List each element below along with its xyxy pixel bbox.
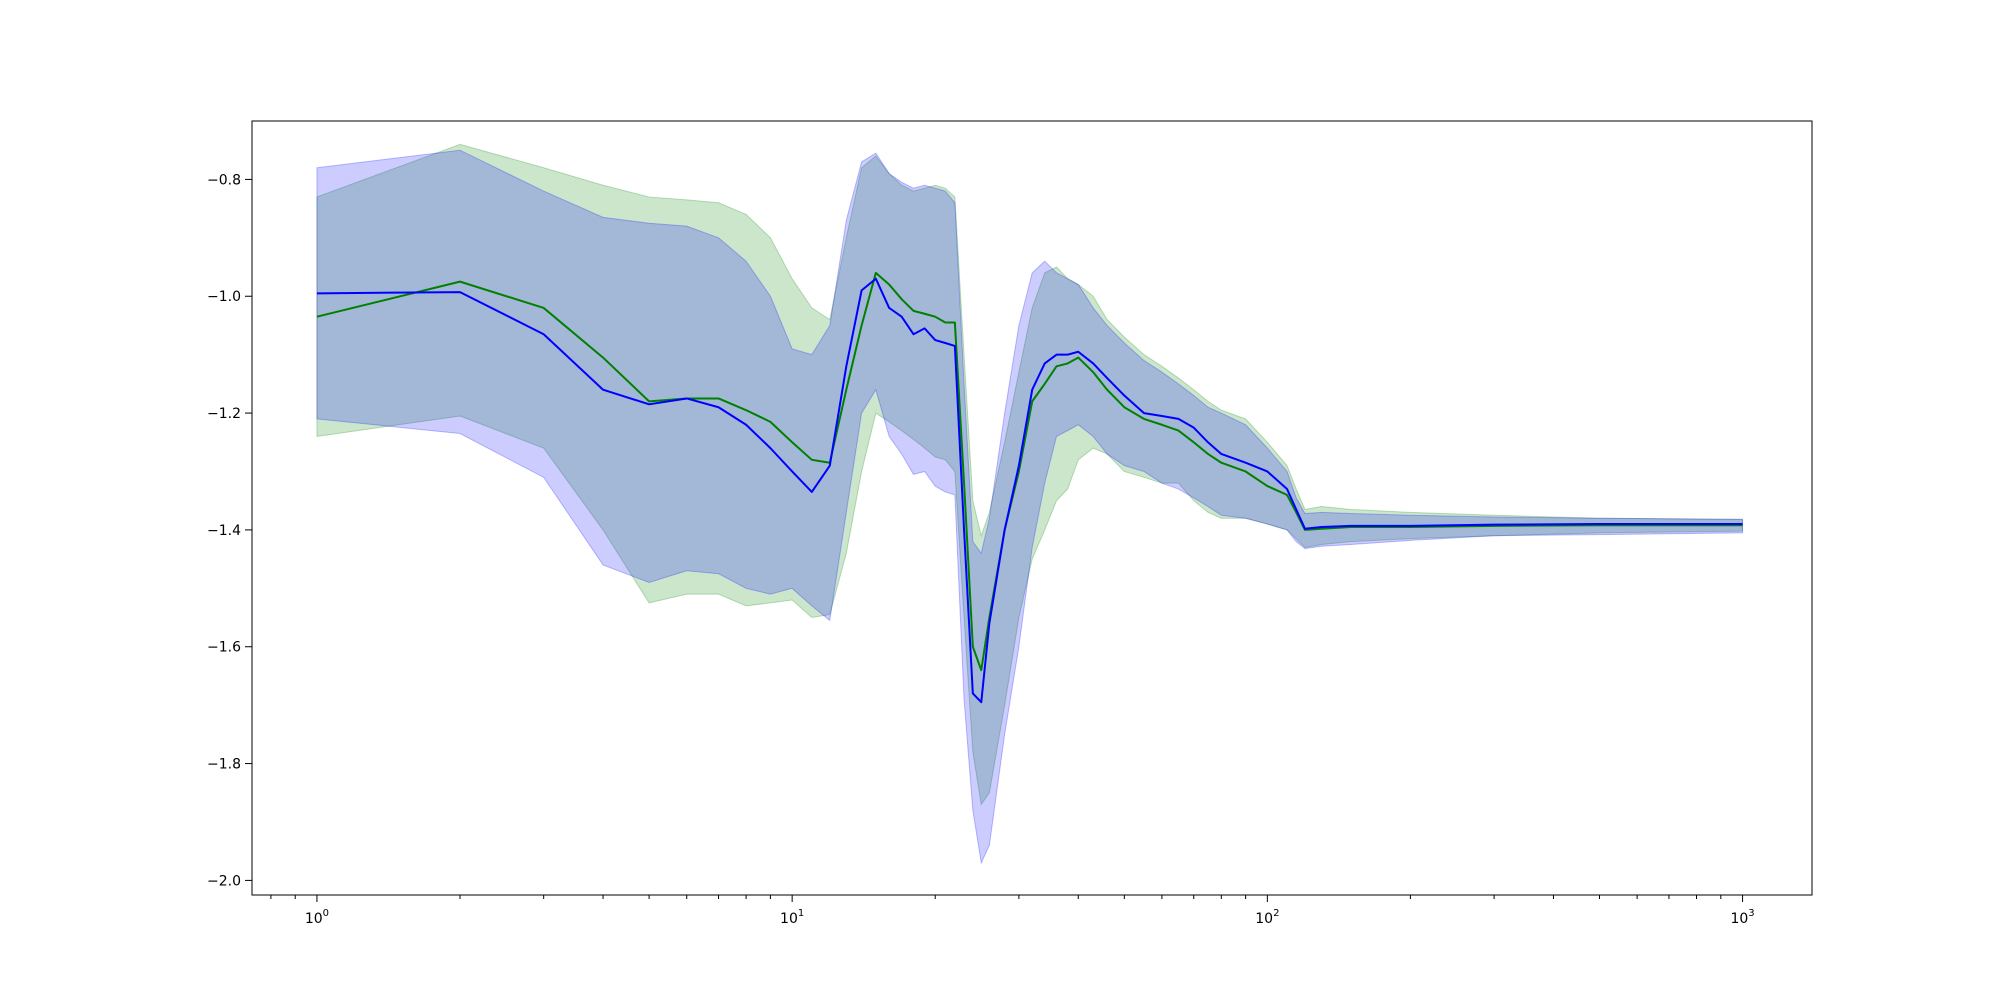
y-tick-label: −1.4 <box>207 523 241 539</box>
y-tick-label: −1.8 <box>207 757 241 773</box>
y-tick-label: −1.6 <box>207 640 241 656</box>
x-tick-label: 101 <box>780 908 804 927</box>
plot-frame <box>251 120 1813 896</box>
series-lines <box>316 271 1743 704</box>
series-2-line <box>316 277 1743 704</box>
x-axis-ticks: 100 101 102 103 <box>270 895 1755 927</box>
x-tick-label: 102 <box>1255 908 1279 927</box>
y-tick-label: −0.8 <box>207 172 241 188</box>
x-tick-label: 100 <box>305 908 329 927</box>
y-tick-label: −1.2 <box>207 406 241 422</box>
confidence-bands <box>316 143 1744 865</box>
series-1-band <box>316 143 1744 806</box>
y-tick-label: −2.0 <box>207 873 241 889</box>
x-tick-label: 103 <box>1730 908 1754 927</box>
series-2-band <box>316 149 1744 865</box>
y-tick-label: −1.0 <box>207 289 241 305</box>
y-axis-ticks: −2.0 −1.8 −1.6 −1.4 −1.2 −1.0 −0.8 <box>207 172 252 889</box>
